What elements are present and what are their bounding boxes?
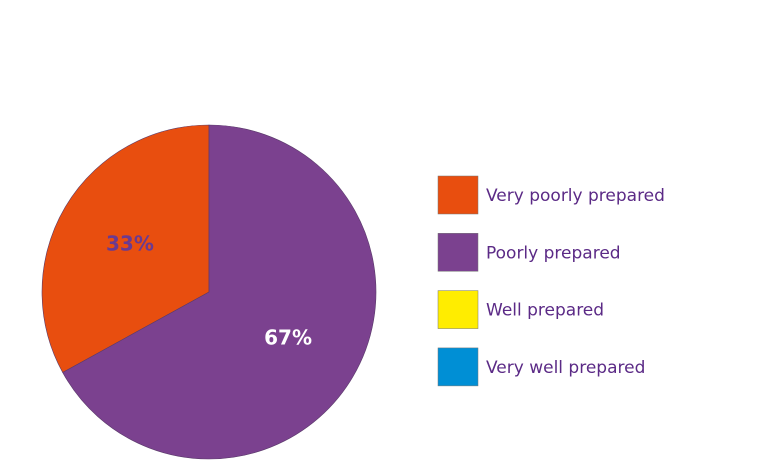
slice-label: 33%: [106, 232, 154, 256]
legend-label: Poorly prepared: [486, 243, 621, 263]
pie-slice: [41, 124, 210, 373]
legend-label: Well prepared: [486, 301, 604, 321]
legend-swatch: [437, 347, 479, 387]
legend-swatch: [437, 175, 479, 215]
legend-label: Very poorly prepared: [486, 186, 665, 206]
pie-slice: [62, 124, 377, 460]
slice-label: 67%: [264, 325, 312, 349]
legend-swatch: [437, 233, 479, 272]
legend-swatch: [437, 290, 479, 329]
legend-label: Very well prepared: [486, 358, 645, 378]
